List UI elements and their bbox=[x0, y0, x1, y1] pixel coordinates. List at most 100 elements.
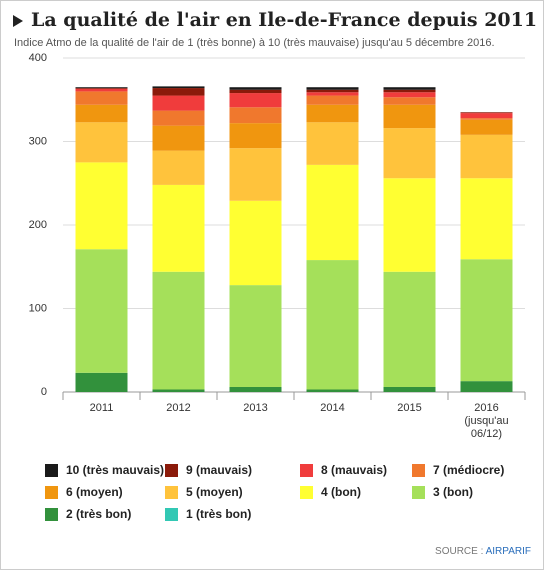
legend-label: 6 (moyen) bbox=[66, 485, 123, 499]
legend-label: 9 (mauvais) bbox=[186, 463, 253, 477]
bar-segment bbox=[383, 87, 436, 90]
bar-segment bbox=[229, 285, 282, 387]
legend-label: 7 (médiocre) bbox=[433, 463, 505, 477]
bar-segment bbox=[75, 104, 128, 123]
x-tick-label: 2015 bbox=[397, 402, 422, 414]
bar-segment bbox=[152, 184, 205, 272]
legend-item: 10 (très mauvais) bbox=[45, 463, 165, 477]
legend-label: 8 (mauvais) bbox=[321, 463, 388, 477]
legend-swatch bbox=[412, 463, 425, 477]
bar-segment bbox=[306, 122, 359, 165]
legend-item: 9 (mauvais) bbox=[165, 463, 300, 477]
bar-segment bbox=[460, 113, 513, 119]
legend-label: 4 (bon) bbox=[321, 485, 361, 499]
bar-segment bbox=[152, 271, 205, 390]
bar-segment bbox=[383, 97, 436, 105]
bar-segment bbox=[306, 89, 359, 93]
bar-segment bbox=[75, 88, 128, 92]
bar-segment bbox=[229, 107, 282, 124]
legend-swatch bbox=[165, 463, 178, 477]
bar-segment bbox=[75, 372, 128, 392]
source-label: SOURCE : bbox=[435, 546, 484, 557]
bar-segment bbox=[75, 122, 128, 163]
bar-segment bbox=[75, 91, 128, 105]
legend-item: 8 (mauvais) bbox=[300, 463, 412, 477]
bar-segment bbox=[306, 260, 359, 390]
bar-segment bbox=[306, 164, 359, 261]
bar-segment bbox=[460, 119, 513, 135]
legend: 10 (très mauvais) 9 (mauvais) 8 (mauvais) 7… bbox=[45, 463, 525, 521]
y-tick-label: 0 bbox=[41, 386, 47, 398]
bar-segment bbox=[229, 89, 282, 94]
bar-segment bbox=[75, 87, 128, 89]
bar-segment bbox=[460, 112, 513, 114]
bar-segment bbox=[306, 95, 359, 105]
chart-subtitle: Indice Atmo de la qualité de l'air de 1 … bbox=[14, 37, 495, 49]
bar-segment bbox=[152, 389, 205, 392]
bar-segment bbox=[75, 88, 128, 89]
bar-segment bbox=[75, 249, 128, 373]
legend-label: 1 (très bon) bbox=[186, 507, 252, 521]
y-tick-label: 300 bbox=[29, 135, 47, 147]
bar-segment bbox=[152, 88, 205, 96]
bar-segment bbox=[383, 386, 436, 392]
bar-segment bbox=[383, 128, 436, 179]
bar-segment bbox=[383, 271, 436, 387]
bar-segment bbox=[383, 178, 436, 272]
y-tick-label: 400 bbox=[29, 52, 47, 64]
legend-label: 10 (très mauvais) bbox=[66, 463, 165, 477]
x-tick-label: 2013 bbox=[243, 402, 268, 414]
bar-segment bbox=[152, 95, 205, 111]
legend-label: 2 (très bon) bbox=[66, 507, 132, 521]
bar-segment bbox=[152, 110, 205, 126]
legend-item: 1 (très bon) bbox=[165, 507, 300, 521]
legend-swatch bbox=[165, 507, 178, 521]
bar-segment bbox=[229, 386, 282, 392]
bar-segment bbox=[460, 259, 513, 382]
legend-swatch bbox=[300, 485, 313, 499]
bar-segment bbox=[306, 389, 359, 392]
x-tick-label: 2014 bbox=[320, 402, 345, 414]
source-link[interactable]: AIRPARIF bbox=[485, 546, 531, 557]
title-icon bbox=[13, 15, 23, 27]
bar-segment bbox=[229, 93, 282, 108]
legend-label: 5 (moyen) bbox=[186, 485, 243, 499]
bar-segment bbox=[306, 87, 359, 90]
legend-item: 6 (moyen) bbox=[45, 485, 165, 499]
bar-segment bbox=[306, 104, 359, 123]
bar-segment bbox=[383, 104, 436, 129]
x-tick-label: 2011 bbox=[89, 402, 114, 414]
bar-segment bbox=[152, 86, 205, 89]
bar-segment bbox=[152, 125, 205, 151]
legend-item: 5 (moyen) bbox=[165, 485, 300, 499]
bar-segment bbox=[460, 134, 513, 179]
legend-item: 7 (médiocre) bbox=[412, 463, 525, 477]
legend-item: 2 (très bon) bbox=[45, 507, 165, 521]
legend-item: 3 (bon) bbox=[412, 485, 525, 499]
bar-segment bbox=[229, 87, 282, 90]
bar-segment bbox=[75, 162, 128, 250]
y-tick-label: 100 bbox=[29, 302, 47, 314]
bar-segment bbox=[229, 148, 282, 201]
y-tick-label: 200 bbox=[29, 219, 47, 231]
bar-segment bbox=[152, 150, 205, 185]
legend-item: 4 (bon) bbox=[300, 485, 412, 499]
bar-segment bbox=[229, 200, 282, 286]
bar-segment bbox=[460, 178, 513, 260]
source: SOURCE : AIRPARIF bbox=[435, 546, 531, 557]
x-tick-label: 2016 (jusqu'au 06/12) bbox=[464, 402, 509, 440]
bar-segment bbox=[383, 89, 436, 93]
bar-segment bbox=[306, 92, 359, 96]
bar-segment bbox=[383, 92, 436, 98]
legend-swatch bbox=[412, 485, 425, 499]
x-tick-label: 2012 bbox=[166, 402, 191, 414]
bar-segment bbox=[460, 381, 513, 392]
bar-segment bbox=[460, 118, 513, 120]
chart-title: La qualité de l'air en Ile-de-France dep… bbox=[31, 9, 538, 31]
legend-swatch bbox=[45, 485, 58, 499]
legend-swatch bbox=[45, 463, 58, 477]
legend-swatch bbox=[165, 485, 178, 499]
legend-label: 3 (bon) bbox=[433, 485, 473, 499]
